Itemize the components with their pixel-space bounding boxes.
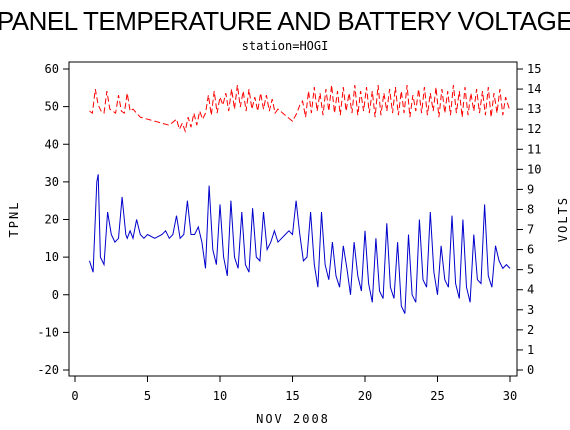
y-right-tick-label: 9 <box>527 182 534 196</box>
x-tick-label: 5 <box>144 389 151 403</box>
y-right-tick-label: 7 <box>527 223 534 237</box>
series-layer <box>89 85 511 314</box>
y-right-tick-label: 13 <box>527 102 541 116</box>
y-axis-label-right: VOLTS <box>556 196 570 242</box>
series-line-tpnl <box>89 174 511 314</box>
y-left-tick-label: -10 <box>37 325 59 339</box>
y-left-tick-label: 0 <box>52 288 59 302</box>
y-left-tick-label: 40 <box>45 137 59 151</box>
x-tick-label: 25 <box>430 389 444 403</box>
x-tick-label: 15 <box>285 389 299 403</box>
x-axis-label: NOV 2008 <box>256 412 330 426</box>
x-tick-label: 30 <box>503 389 517 403</box>
y-right-tick-label: 12 <box>527 122 541 136</box>
chart-title: PANEL TEMPERATURE AND BATTERY VOLTAGE <box>0 6 570 36</box>
x-tick-label: 10 <box>213 389 227 403</box>
y-left-tick-label: 20 <box>45 213 59 227</box>
y-right-tick-label: 3 <box>527 303 534 317</box>
y-right-tick-label: 10 <box>527 162 541 176</box>
y-right-tick-label: 6 <box>527 243 534 257</box>
series-line-volts <box>89 85 511 134</box>
x-axis: 0 5 10 15 20 25 30 <box>71 376 517 403</box>
y-right-tick-label: 8 <box>527 202 534 216</box>
y-left-tick-label: -20 <box>37 363 59 377</box>
y-right-tick-label: 1 <box>527 343 534 357</box>
y-left-tick-label: 50 <box>45 100 59 114</box>
y-left-tick-label: 10 <box>45 250 59 264</box>
y-right-tick-label: 0 <box>527 363 534 377</box>
y-left-tick-label: 30 <box>45 175 59 189</box>
x-tick-label: 20 <box>358 389 372 403</box>
chart-subtitle: station=HOGI <box>242 39 329 53</box>
y-right-tick-label: 14 <box>527 82 541 96</box>
y-right-tick-label: 4 <box>527 283 534 297</box>
x-tick-label: 0 <box>71 389 78 403</box>
y-right-tick-label: 11 <box>527 142 541 156</box>
y-right-tick-label: 5 <box>527 263 534 277</box>
y-right-tick-label: 2 <box>527 323 534 337</box>
y-right-tick-label: 15 <box>527 62 541 76</box>
y-left-tick-label: 60 <box>45 62 59 76</box>
y-axis-label-left: TPNL <box>7 201 21 238</box>
y-axis-left: -20 -10 0 10 20 30 40 50 60 <box>37 62 69 377</box>
